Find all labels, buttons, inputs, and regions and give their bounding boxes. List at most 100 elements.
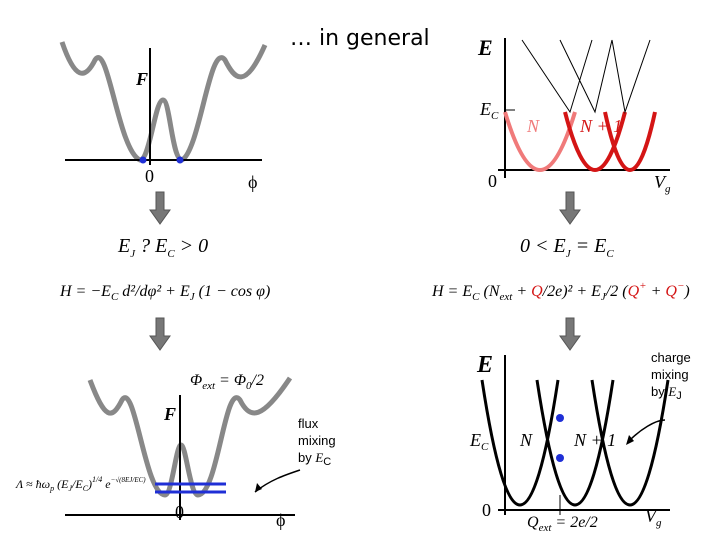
t: e (102, 477, 111, 491)
t: ( (54, 477, 62, 491)
t: ) (683, 283, 689, 300)
t: Q (628, 283, 640, 300)
axis-label: F (163, 404, 176, 424)
t: C (481, 441, 489, 453)
t: 0 (246, 380, 252, 392)
t: C (606, 248, 614, 260)
top-left-diagram: F 0 ϕ (59, 41, 268, 192)
t: = Φ (215, 372, 246, 389)
potential-curve (87, 376, 293, 498)
charge-label: Qext = 2e/2 (527, 514, 598, 534)
t: /2 (251, 372, 264, 389)
t: E (667, 384, 676, 399)
t: / (71, 477, 77, 491)
t: 0 < (520, 235, 554, 257)
pointer-head (255, 483, 262, 492)
t: > 0 (175, 235, 209, 257)
parabola-n1 (563, 111, 627, 172)
t: J (676, 390, 682, 402)
t: by (651, 384, 668, 399)
t: Q (527, 514, 539, 531)
t: Φ (190, 372, 202, 389)
right-hamiltonian: H = EC (Next + Q/2e)² + EJ/2 (Q+ + Q−) (431, 280, 690, 303)
t: J (566, 248, 572, 260)
axis-label: Vg (645, 506, 662, 529)
label-n: N (519, 430, 533, 450)
t: C (111, 291, 119, 303)
t: E (74, 477, 83, 491)
t: + (639, 280, 646, 292)
flux-label: Φext = Φ0/2 (190, 372, 264, 392)
t: E (60, 477, 69, 491)
flux-annotation: flux mixing by EC (298, 416, 336, 468)
t: E (154, 235, 167, 257)
axis-label: Vg (654, 172, 671, 195)
parabola-n2 (590, 379, 670, 507)
label-n1: N + 1 (573, 430, 616, 450)
t: /2e)² + (542, 283, 591, 300)
t: J (130, 248, 136, 260)
pointer-head (626, 435, 634, 445)
title: … in general (290, 26, 430, 51)
t: mixing (651, 367, 689, 382)
t: 1/4 (92, 475, 102, 484)
level-label: EC (479, 99, 499, 122)
label-n: N (526, 116, 540, 136)
top-right-diagram: E EC N N + 1 0 Vg (477, 35, 671, 195)
t: Q (531, 283, 543, 300)
t: d²/dφ² + (118, 283, 180, 300)
t: E (179, 283, 190, 300)
t: + (512, 283, 531, 300)
t: E (590, 283, 601, 300)
t: E (479, 99, 491, 119)
t: ? (135, 235, 155, 257)
origin-label: 0 (145, 166, 154, 186)
potential-curve (59, 41, 268, 163)
t: Q (665, 283, 677, 300)
t: ext (499, 291, 513, 303)
t: H = − (59, 283, 101, 300)
t: g (665, 183, 671, 195)
t: ext (202, 380, 216, 392)
tunnel-formula: Λ ≈ ħωp (EJ/EC)1/4 e−√(8EJ/EC) (15, 475, 146, 493)
axis-label: ϕ (276, 510, 285, 530)
level-dot (556, 414, 564, 422)
t: J (190, 291, 196, 303)
down-arrow (149, 191, 171, 225)
axis-label: F (135, 69, 148, 89)
right-condition: 0 < EJ = EC (520, 235, 614, 260)
down-arrow (559, 191, 581, 225)
bottom-left-diagram: Φext = Φ0/2 F 0 ϕ flux mixing by EC Λ ≈ ħω… (15, 372, 336, 530)
t: = (571, 235, 595, 257)
t: H = (431, 283, 462, 300)
arrows (149, 191, 581, 351)
origin-label: 0 (488, 171, 497, 191)
t: V (654, 172, 667, 192)
parabola-n2 (603, 111, 657, 172)
t: charge (651, 350, 691, 365)
minimum-dot (176, 156, 184, 164)
axis-label: E (477, 35, 493, 60)
parabola-n (503, 111, 577, 172)
t: J (601, 291, 607, 303)
t: C (167, 248, 175, 260)
t: −√(8EJ/EC) (111, 476, 147, 484)
t: ) (87, 477, 92, 491)
t: V (645, 506, 658, 526)
level-label: EC (469, 430, 489, 453)
down-arrow (149, 317, 171, 351)
t: + (647, 283, 666, 300)
t: C (472, 291, 480, 303)
t: E (100, 283, 111, 300)
t: N (488, 283, 501, 300)
t: ext (539, 522, 553, 534)
minimum-dot (139, 156, 147, 164)
axis-label: ϕ (248, 172, 257, 192)
label-n1: N + 1 (579, 116, 622, 136)
t: C (491, 110, 499, 122)
t: J (68, 484, 72, 493)
t: E (314, 450, 323, 465)
t: /2 ( (605, 283, 629, 300)
t: E (469, 430, 481, 450)
